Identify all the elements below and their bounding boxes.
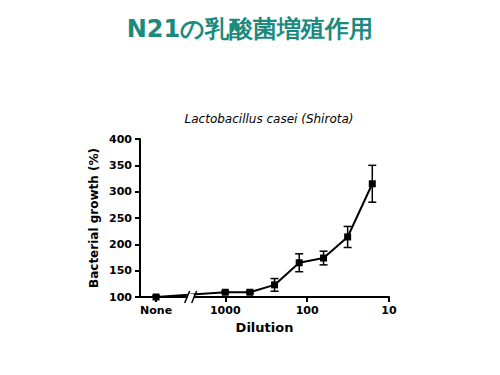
svg-text:100: 100 — [296, 304, 319, 317]
svg-text:Dilution: Dilution — [236, 320, 294, 335]
svg-text:N21の乳酸菌増殖作用: N21の乳酸菌増殖作用 — [127, 15, 373, 43]
svg-text:100: 100 — [109, 291, 132, 304]
svg-text:250: 250 — [109, 212, 132, 225]
svg-text:200: 200 — [109, 238, 132, 251]
svg-text:400: 400 — [109, 133, 132, 146]
svg-text:300: 300 — [109, 185, 132, 198]
svg-text:1000: 1000 — [210, 304, 241, 317]
svg-text:Lactobacillus casei (Shirota): Lactobacillus casei (Shirota) — [185, 112, 354, 126]
svg-text:10: 10 — [381, 304, 397, 317]
svg-text:Bacterial growth (%): Bacterial growth (%) — [87, 148, 101, 288]
svg-text:None: None — [140, 304, 172, 317]
svg-text:350: 350 — [109, 159, 132, 172]
svg-text:150: 150 — [109, 264, 132, 277]
